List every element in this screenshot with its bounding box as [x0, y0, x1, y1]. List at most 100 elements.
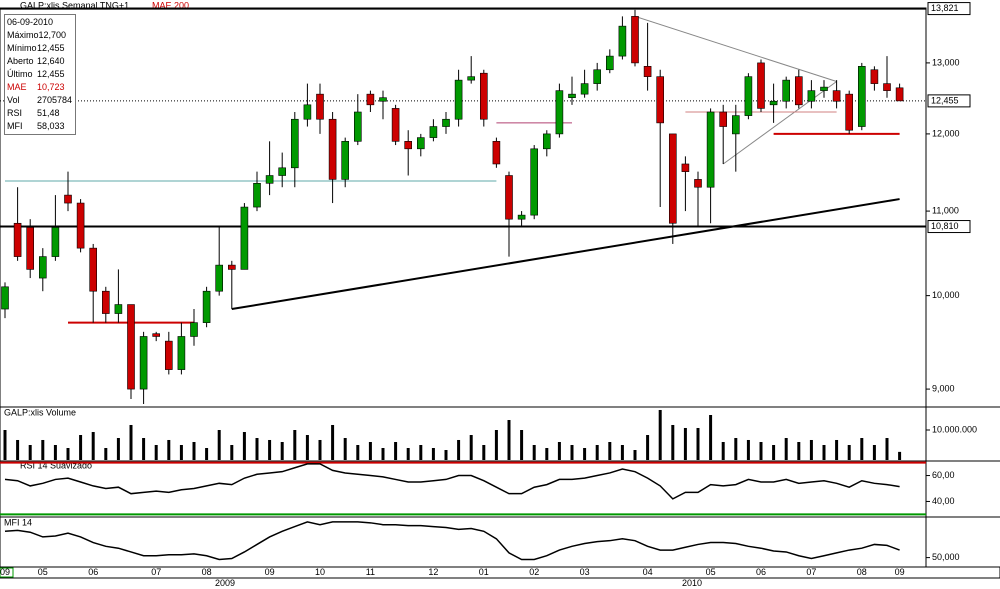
candle-body [102, 290, 110, 314]
volume-bar [797, 442, 801, 460]
volume-bar [872, 445, 876, 460]
candle-body [278, 167, 287, 176]
candle-body [391, 108, 400, 142]
volume-bar [142, 438, 146, 460]
x-tick-label: 06 [756, 567, 766, 577]
volume-bar [255, 438, 259, 460]
volume-bar [205, 448, 209, 460]
panel-title: GALP:xlis Volume [4, 407, 76, 417]
x-tick-label: 05 [706, 567, 716, 577]
candle-body [807, 90, 816, 102]
candle-body [769, 100, 778, 106]
price-marker-label: 13,821 [931, 3, 959, 13]
candle-body [744, 76, 753, 116]
candle-body [857, 66, 866, 127]
candle-body [51, 227, 60, 257]
candle-body [656, 76, 665, 124]
candle-body [694, 179, 702, 188]
volume-bar [3, 430, 7, 460]
volume-bar [847, 445, 851, 460]
volume-bar [835, 439, 839, 460]
candle-body [64, 194, 72, 204]
x-tick-label: 04 [643, 567, 653, 577]
info-row: Último 12,455 [7, 68, 73, 81]
candle-body [38, 256, 47, 279]
candle-body [328, 118, 337, 180]
volume-bar [381, 448, 385, 460]
volume-bar [79, 435, 83, 460]
candle-body [517, 214, 526, 220]
price-marker-box [927, 220, 971, 234]
y-tick-label: 40,00 [932, 496, 955, 506]
price-marker-label: 10,810 [931, 221, 959, 231]
y-tick-label: 10.000.000 [932, 424, 977, 434]
info-label: RSI [7, 108, 23, 118]
candle-body [731, 115, 740, 135]
candle-body [580, 83, 589, 95]
volume-bar [268, 439, 272, 460]
info-label: MFI [7, 121, 23, 131]
info-row: MFI 58,033 [7, 120, 73, 133]
candle-body [757, 62, 765, 109]
info-box: 06-09-2010 Máximo 12,700 Mínimo 12,455 Abert… [4, 14, 76, 135]
volume-bar [192, 442, 196, 460]
trend-line [231, 198, 900, 311]
candle-body [643, 66, 652, 77]
price-marker-box [927, 94, 971, 108]
info-label: Aberto [7, 56, 34, 66]
volume-bar [406, 448, 410, 460]
candle-body [366, 93, 375, 106]
volume-bar [368, 442, 372, 460]
candle-body [1, 286, 9, 310]
year-label: 2009 [215, 578, 236, 588]
volume-bar [545, 448, 549, 460]
x-tick-label: 08 [202, 567, 212, 577]
x-tick-label: 07 [806, 567, 816, 577]
x-tick-label: 07 [151, 567, 161, 577]
volume-bar [520, 430, 524, 460]
volume-bar [557, 442, 561, 460]
candle-body [719, 111, 728, 127]
indicator-line [4, 463, 900, 500]
volume-bar [809, 439, 813, 460]
volume-bar [167, 439, 171, 460]
volume-bar [16, 439, 20, 460]
volume-bar [469, 435, 473, 460]
volume-bar [444, 450, 448, 460]
info-label: Máximo [7, 30, 39, 40]
volume-bar [746, 439, 750, 460]
volume-bar [658, 409, 662, 460]
indicator-line [4, 521, 900, 561]
candle-body [895, 87, 904, 102]
info-row: Aberto 12,640 [7, 55, 73, 68]
volume-bar [116, 438, 120, 460]
volume-bar [532, 445, 536, 460]
volume-bar [28, 445, 32, 460]
info-date: 06-09-2010 [7, 17, 54, 27]
x-tick-label: 09 [265, 567, 275, 577]
candle-body [668, 133, 677, 224]
volume-bar [394, 442, 398, 460]
x-tick-label: 02 [529, 567, 539, 577]
candle-body [127, 304, 135, 390]
candle-body [240, 206, 249, 270]
x-tick-label: 10 [315, 567, 325, 577]
info-value: 10,723 [37, 82, 65, 92]
volume-bar [419, 445, 423, 460]
candle-body [845, 93, 854, 131]
trend-line [722, 81, 837, 165]
candle-body [542, 133, 551, 150]
info-row: Máximo 12,700 [7, 29, 73, 42]
volume-bar [759, 442, 763, 460]
info-label: Mínimo [7, 43, 37, 53]
volume-bar [709, 415, 713, 460]
candle-body [316, 93, 324, 120]
y-tick-label: 12,000 [932, 128, 960, 138]
candle-body [228, 264, 236, 270]
candle-body [593, 69, 602, 84]
volume-bar [431, 448, 435, 460]
volume-bar [242, 432, 246, 460]
volume-bar [595, 445, 599, 460]
info-value: 12,700 [38, 30, 67, 40]
